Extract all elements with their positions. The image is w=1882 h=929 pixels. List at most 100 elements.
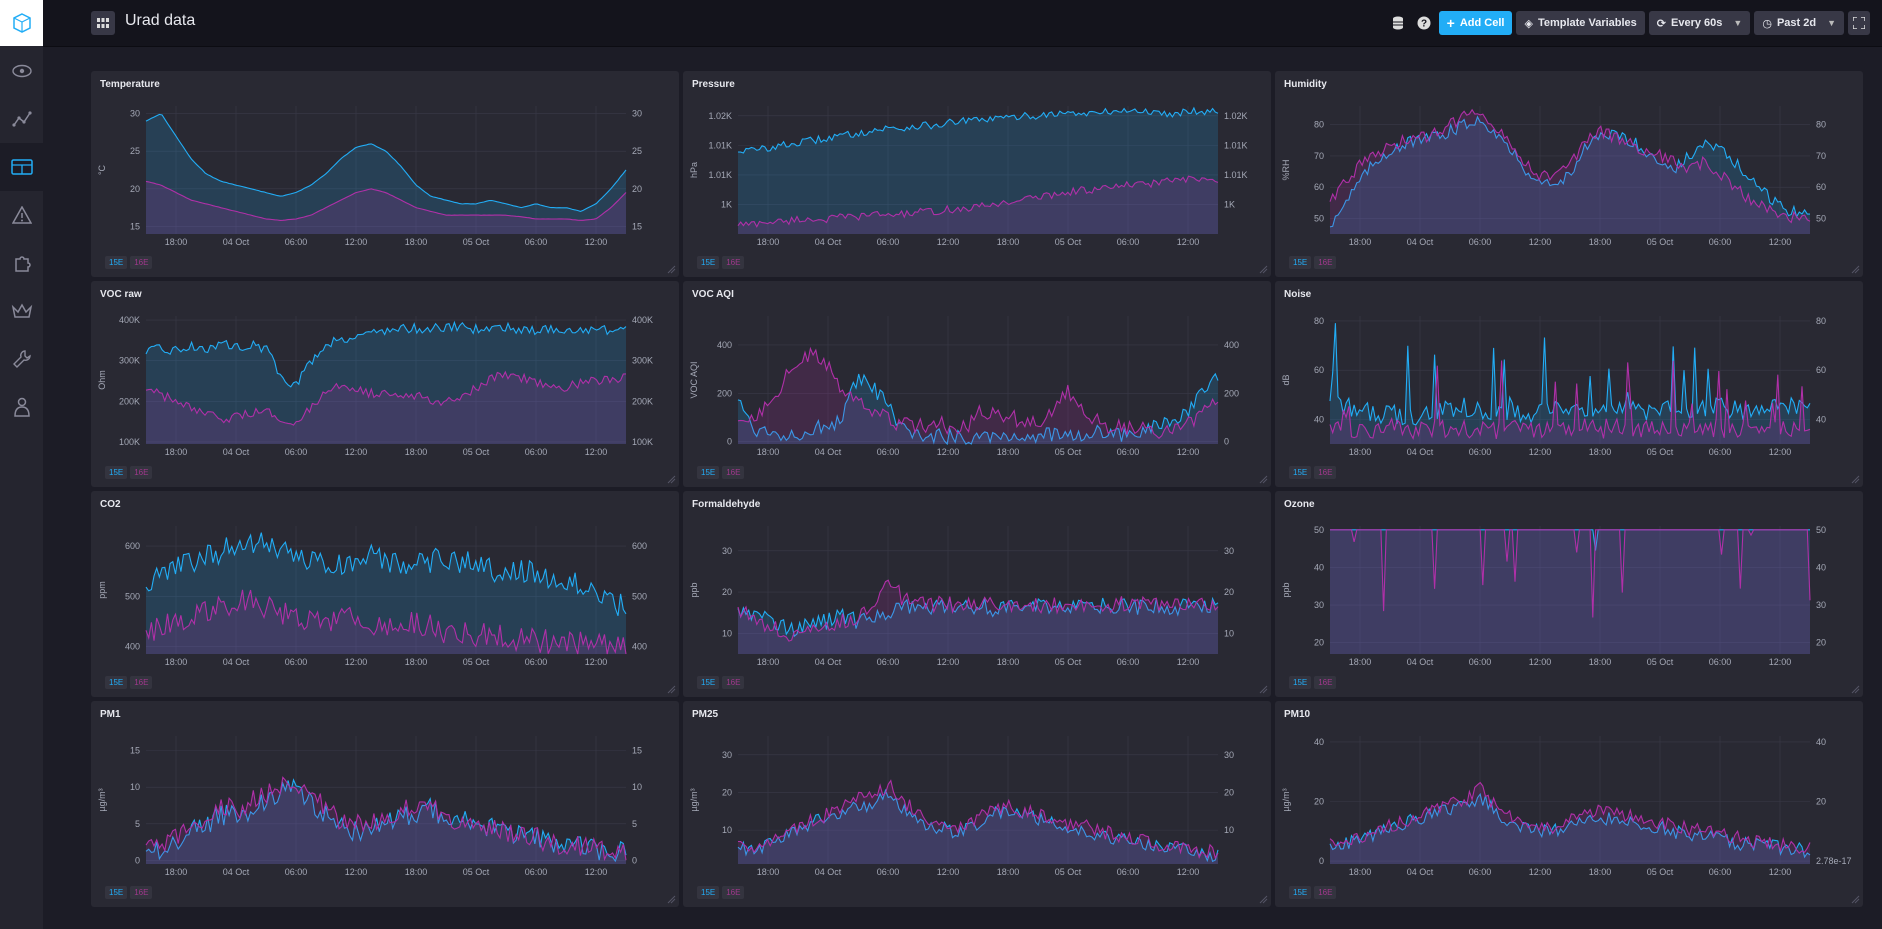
x-tick-label: 12:00 bbox=[585, 447, 608, 457]
y-tick-label-right: 20 bbox=[1224, 787, 1234, 797]
legend: 15E 16E bbox=[1289, 256, 1337, 269]
legend-item-16e[interactable]: 16E bbox=[722, 256, 745, 269]
resize-handle-icon[interactable] bbox=[1850, 894, 1860, 904]
help-icon[interactable]: ? bbox=[1413, 11, 1435, 35]
x-tick-label: 06:00 bbox=[1709, 657, 1732, 667]
y-axis-label: dB bbox=[1281, 374, 1291, 385]
y-axis-label: %RH bbox=[1281, 159, 1291, 180]
time-range-dropdown[interactable]: ◷ Past 2d ▼ bbox=[1754, 11, 1844, 35]
series-16e-area bbox=[146, 372, 626, 444]
resize-handle-icon[interactable] bbox=[1850, 474, 1860, 484]
legend-item-16e[interactable]: 16E bbox=[1314, 676, 1337, 689]
template-variables-button[interactable]: ◈ Template Variables bbox=[1516, 11, 1645, 35]
resize-handle-icon[interactable] bbox=[1258, 684, 1268, 694]
cell-temperature[interactable]: Temperature 30 30 25 25 20 20 15 15 18:00 04 Oct 06… bbox=[91, 71, 679, 277]
eye-icon[interactable] bbox=[0, 47, 43, 95]
sidebar bbox=[0, 0, 43, 929]
x-tick-label: 04 Oct bbox=[815, 867, 842, 877]
fullscreen-button[interactable] bbox=[1848, 11, 1870, 35]
y-tick-label-right: 0 bbox=[632, 855, 637, 865]
dashboards-menu-button[interactable] bbox=[91, 11, 115, 35]
cell-formaldehyde[interactable]: Formaldehyde 30 30 20 20 10 10 18:00 04 Oct 06:00… bbox=[683, 491, 1271, 697]
y-tick-label-right: 40 bbox=[1816, 562, 1826, 572]
legend-item-15e[interactable]: 15E bbox=[1289, 466, 1312, 479]
legend-item-16e[interactable]: 16E bbox=[1314, 466, 1337, 479]
legend-item-16e[interactable]: 16E bbox=[722, 886, 745, 899]
legend: 15E 16E bbox=[697, 256, 745, 269]
legend-item-15e[interactable]: 15E bbox=[105, 886, 128, 899]
legend-item-15e[interactable]: 15E bbox=[105, 466, 128, 479]
legend: 15E 16E bbox=[1289, 466, 1337, 479]
x-tick-label: 06:00 bbox=[285, 867, 308, 877]
cell-pressure[interactable]: Pressure 1.02K 1.02K 1.01K 1.01K 1.01K 1.01K 1K… bbox=[683, 71, 1271, 277]
user-icon[interactable] bbox=[0, 383, 43, 431]
page-title[interactable]: Urad data bbox=[125, 12, 196, 29]
x-tick-label: 05 Oct bbox=[1055, 867, 1082, 877]
series-15e-line bbox=[145, 320, 627, 388]
database-icon[interactable] bbox=[1387, 11, 1409, 35]
resize-handle-icon[interactable] bbox=[1850, 264, 1860, 274]
x-tick-label: 06:00 bbox=[1469, 237, 1492, 247]
refresh-icon: ⟳ bbox=[1656, 17, 1667, 30]
legend-item-15e[interactable]: 15E bbox=[1289, 256, 1312, 269]
y-tick-label: 1.01K bbox=[708, 140, 732, 150]
legend-item-16e[interactable]: 16E bbox=[1314, 256, 1337, 269]
cell-co2[interactable]: CO2 600 600 500 500 400 400 18:00 04 Oct 06:00 12:… bbox=[91, 491, 679, 697]
legend-item-15e[interactable]: 15E bbox=[697, 676, 720, 689]
dashboard-icon[interactable] bbox=[0, 143, 43, 191]
y-tick-label: 0 bbox=[727, 437, 732, 447]
logo-icon[interactable] bbox=[0, 0, 43, 46]
cell-pm1[interactable]: PM1 15 15 10 10 5 5 0 0 18:00 04 Oct 06:00 12:00 18:0… bbox=[91, 701, 679, 907]
resize-handle-icon[interactable] bbox=[666, 264, 676, 274]
y-tick-label-right: 5 bbox=[632, 819, 637, 829]
series-15e-area bbox=[1330, 794, 1810, 864]
legend-item-15e[interactable]: 15E bbox=[697, 466, 720, 479]
resize-handle-icon[interactable] bbox=[666, 894, 676, 904]
y-tick-label-right: 600 bbox=[632, 541, 647, 551]
legend-item-15e[interactable]: 15E bbox=[1289, 886, 1312, 899]
legend-item-15e[interactable]: 15E bbox=[697, 256, 720, 269]
refresh-dropdown[interactable]: ⟳ Every 60s ▼ bbox=[1648, 11, 1751, 35]
cell-pm25[interactable]: PM25 30 30 20 20 10 10 18:00 04 Oct 06:00 12:00 18:… bbox=[683, 701, 1271, 907]
puzzle-icon[interactable] bbox=[0, 239, 43, 287]
x-tick-label: 18:00 bbox=[997, 867, 1020, 877]
y-tick-label: 40 bbox=[1314, 737, 1324, 747]
y-tick-label: 500 bbox=[125, 591, 140, 601]
cell-title: Noise bbox=[1284, 289, 1312, 300]
cell-voc-aqi[interactable]: VOC AQI 400 400 200 200 0 0 18:00 04 Oct 06:00 12:… bbox=[683, 281, 1271, 487]
cell-humidity[interactable]: Humidity 80 80 70 70 60 60 50 50 18:00 04 Oct 06:00… bbox=[1275, 71, 1863, 277]
cell-pm10[interactable]: PM10 40 40 20 20 0 2.78e-17 18:00 04 Oct 06:00 12:… bbox=[1275, 701, 1863, 907]
legend-item-15e[interactable]: 15E bbox=[697, 886, 720, 899]
legend-item-15e[interactable]: 15E bbox=[1289, 676, 1312, 689]
alert-icon[interactable] bbox=[0, 191, 43, 239]
resize-handle-icon[interactable] bbox=[1258, 894, 1268, 904]
y-tick-label-right: 200 bbox=[1224, 388, 1239, 398]
legend-item-16e[interactable]: 16E bbox=[722, 466, 745, 479]
graph-icon[interactable] bbox=[0, 95, 43, 143]
add-cell-button[interactable]: + Add Cell bbox=[1438, 11, 1513, 35]
resize-handle-icon[interactable] bbox=[1258, 474, 1268, 484]
x-tick-label: 05 Oct bbox=[463, 237, 490, 247]
resize-handle-icon[interactable] bbox=[666, 474, 676, 484]
cell-noise[interactable]: Noise 80 80 60 60 40 40 18:00 04 Oct 06:00 12:00 18… bbox=[1275, 281, 1863, 487]
y-tick-label-right: 10 bbox=[1224, 825, 1234, 835]
y-tick-label: 10 bbox=[130, 782, 140, 792]
cell-ozone[interactable]: Ozone 50 50 40 40 30 30 20 20 18:00 04 Oct 06:00 12:… bbox=[1275, 491, 1863, 697]
cell-title: CO2 bbox=[100, 499, 121, 510]
y-tick-label-right: 300K bbox=[632, 356, 653, 366]
legend-item-15e[interactable]: 15E bbox=[105, 676, 128, 689]
legend-item-16e[interactable]: 16E bbox=[130, 676, 153, 689]
legend-item-16e[interactable]: 16E bbox=[130, 466, 153, 479]
x-tick-label: 04 Oct bbox=[1407, 447, 1434, 457]
legend-item-15e[interactable]: 15E bbox=[105, 256, 128, 269]
cell-voc-raw[interactable]: VOC raw 400K 400K 300K 300K 200K 200K 100K 100K 1… bbox=[91, 281, 679, 487]
legend-item-16e[interactable]: 16E bbox=[722, 676, 745, 689]
legend-item-16e[interactable]: 16E bbox=[130, 256, 153, 269]
legend-item-16e[interactable]: 16E bbox=[130, 886, 153, 899]
crown-icon[interactable] bbox=[0, 287, 43, 335]
wrench-icon[interactable] bbox=[0, 335, 43, 383]
resize-handle-icon[interactable] bbox=[666, 684, 676, 694]
resize-handle-icon[interactable] bbox=[1258, 264, 1268, 274]
resize-handle-icon[interactable] bbox=[1850, 684, 1860, 694]
legend-item-16e[interactable]: 16E bbox=[1314, 886, 1337, 899]
